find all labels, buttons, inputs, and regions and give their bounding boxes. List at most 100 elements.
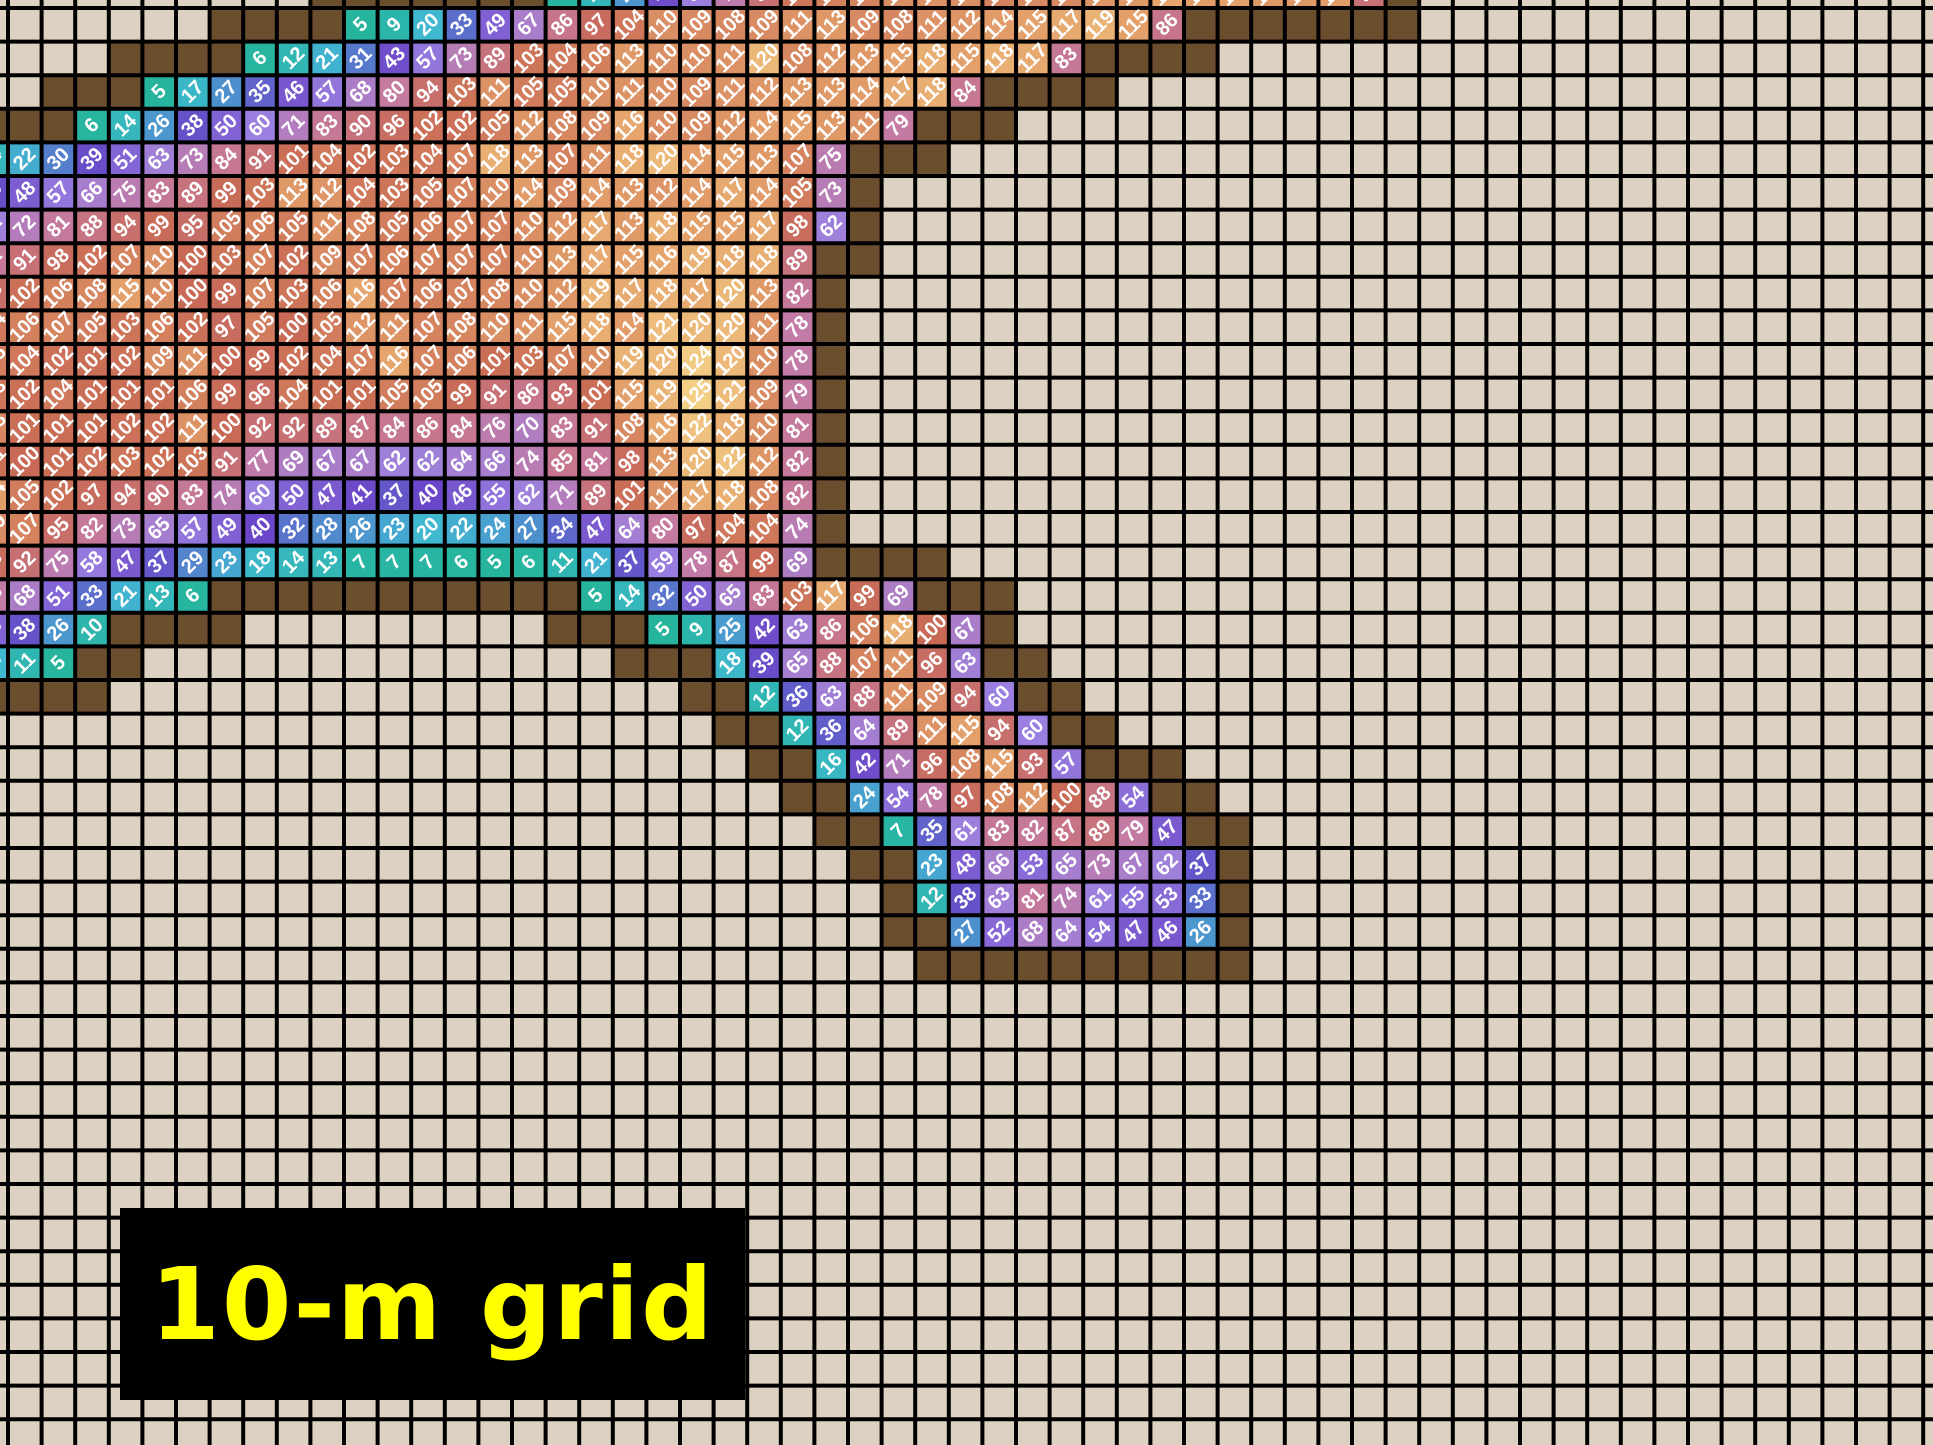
grid-cell (512, 310, 546, 344)
grid-cell (108, 41, 143, 76)
grid-cell (814, 209, 848, 244)
grid-cell (243, 646, 277, 680)
grid-cell (1150, 1352, 1184, 1386)
grid-cell (1083, 747, 1117, 781)
grid-cell (982, 512, 1016, 546)
grid-cell (1217, 1184, 1252, 1218)
grid-cell (1620, 1150, 1655, 1184)
grid-cell (411, 848, 445, 882)
grid-cell (1889, 512, 1924, 546)
grid-cell (176, 142, 210, 176)
grid-cell (176, 276, 210, 311)
grid-cell (1385, 982, 1420, 1016)
grid-cell (1520, 512, 1554, 546)
grid-cell (1419, 512, 1453, 546)
grid-cell (243, 780, 277, 815)
grid-cell (1788, 680, 1823, 714)
grid-cell (1788, 377, 1823, 412)
grid-cell (1352, 108, 1386, 143)
grid-cell (1419, 377, 1453, 412)
grid-cell (747, 1318, 781, 1352)
grid-cell (1419, 344, 1453, 378)
grid-cell (1486, 1284, 1520, 1319)
grid-cell (1688, 377, 1722, 412)
grid-cell (1284, 713, 1319, 748)
grid-cell (1553, 579, 1588, 613)
grid-cell (1788, 1352, 1823, 1386)
grid-cell (848, 344, 882, 378)
grid-cell (579, 780, 613, 815)
grid-cell (310, 579, 344, 613)
grid-cell (1184, 1352, 1218, 1386)
grid-cell (1520, 1419, 1554, 1445)
grid-cell (1452, 579, 1487, 613)
grid-cell (1150, 646, 1184, 680)
grid-cell (1755, 377, 1789, 412)
grid-cell (1352, 41, 1386, 76)
grid-cell (411, 75, 445, 109)
grid-cell (1184, 377, 1218, 412)
grid-cell (1856, 243, 1890, 277)
grid-cell (1217, 142, 1252, 176)
grid-cell (1721, 344, 1756, 378)
grid-cell (1721, 948, 1756, 983)
grid-cell (142, 848, 176, 882)
grid-cell (713, 881, 748, 916)
grid-cell (1284, 75, 1319, 109)
grid-cell (1822, 1049, 1856, 1084)
grid-cell (1889, 411, 1924, 445)
grid-cell (1217, 579, 1252, 613)
grid-cell (176, 915, 210, 949)
grid-cell (915, 243, 949, 277)
grid-cell (780, 75, 815, 109)
grid-cell (1654, 0, 1688, 8)
grid-cell (680, 814, 714, 848)
grid-cell (1620, 243, 1655, 277)
grid-cell (1620, 1184, 1655, 1218)
grid-cell (478, 680, 512, 714)
grid-cell (1116, 411, 1151, 445)
grid-cell (1016, 612, 1050, 647)
grid-cell (1721, 713, 1756, 748)
grid-cell (512, 948, 546, 983)
grid-cell (1251, 915, 1285, 949)
grid-cell (1721, 1251, 1756, 1285)
grid-cell (881, 243, 916, 277)
grid-cell (948, 75, 983, 109)
grid-cell (377, 8, 412, 42)
grid-cell (1251, 646, 1285, 680)
grid-cell (1486, 142, 1520, 176)
grid-cell (1385, 948, 1420, 983)
grid-cell (1654, 1217, 1688, 1252)
grid-cell (444, 0, 479, 8)
grid-cell (411, 948, 445, 983)
grid-cell (1587, 1217, 1621, 1252)
grid-cell (1217, 545, 1252, 580)
grid-cell (1721, 1016, 1756, 1050)
grid-cell (1452, 377, 1487, 412)
grid-cell (814, 780, 848, 815)
grid-cell (545, 1049, 580, 1084)
grid-cell (646, 747, 680, 781)
grid-cell (948, 579, 983, 613)
grid-cell (1385, 1150, 1420, 1184)
grid-cell (1889, 142, 1924, 176)
grid-cell (176, 41, 210, 76)
grid-cell (1116, 1116, 1151, 1151)
grid-cell (1452, 982, 1487, 1016)
grid-cell (176, 848, 210, 882)
grid-cell (1251, 512, 1285, 546)
grid-cell (8, 1049, 42, 1084)
grid-cell (1889, 243, 1924, 277)
grid-cell (680, 1419, 714, 1445)
grid-cell (176, 1083, 210, 1117)
grid-cell (1654, 276, 1688, 311)
grid-cell (1788, 646, 1823, 680)
grid-cell (1822, 948, 1856, 983)
grid-cell (848, 1284, 882, 1319)
grid-cell (1620, 1016, 1655, 1050)
grid-cell (1318, 344, 1352, 378)
grid-cell (1452, 478, 1487, 512)
grid-cell (377, 612, 412, 647)
